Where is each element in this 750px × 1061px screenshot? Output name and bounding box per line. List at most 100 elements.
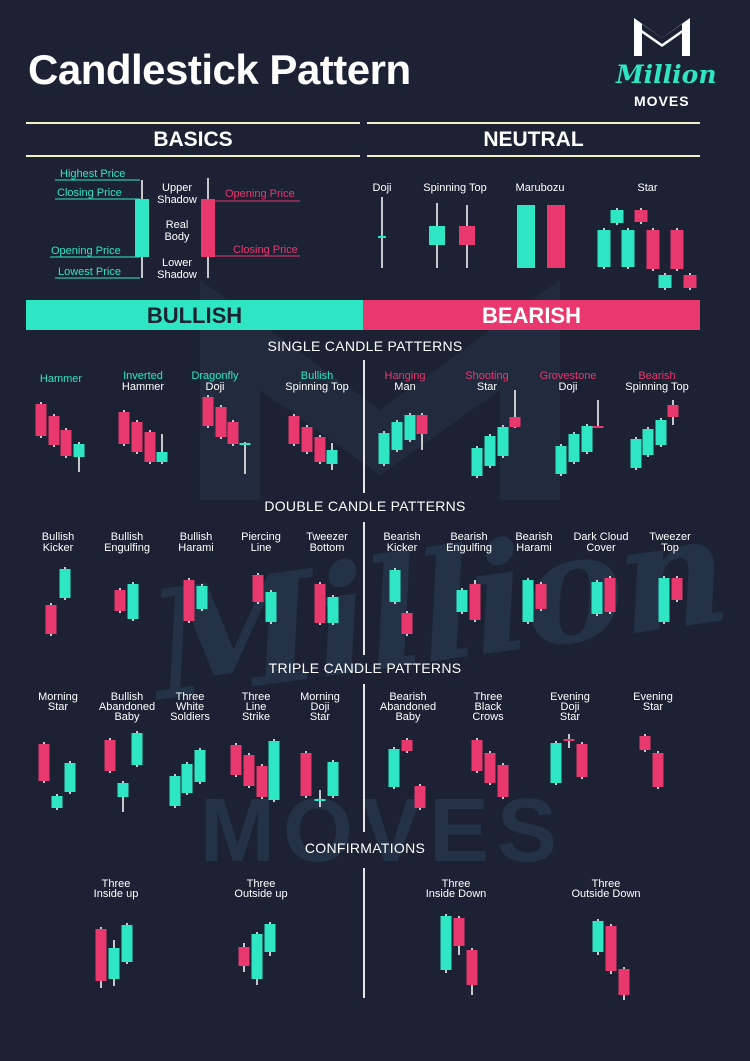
double-bull-label-5b: Bottom [309,542,345,554]
triple-bull-label-4c: Strike [241,711,271,723]
neutral-top-rule [367,122,700,124]
single-bear-label-1b: Man [394,381,416,393]
candle-body-69 [535,584,547,609]
candle-body-68 [522,580,534,622]
candle-body-71 [604,578,616,612]
candle-body-45 [509,417,521,427]
neutral-label-spinning-top: Spinning Top [423,182,487,194]
triple-heading: TRIPLE CANDLE PATTERNS [268,660,462,676]
candle-body-39 [391,422,403,450]
double-bear-label-1b: Kicker [386,542,418,554]
confirm-label-2b: Outside up [234,888,288,900]
candle-body-93 [471,740,483,771]
triple-bull-label-4a: Three [241,691,271,703]
confirm-label-3b: Inside Down [425,888,487,900]
double-bear-label-5b: Top [661,542,679,554]
single-bull-label-4b: Spinning Top [285,381,349,393]
double-bull-label-4a: Piercing [241,531,281,543]
double-heading: DOUBLE CANDLE PATTERNS [264,498,466,514]
candle-body-86 [268,741,280,800]
candle-body-105 [251,934,263,979]
candle-body-59 [196,586,208,609]
label-lower-shadow: Lower Shadow [157,257,197,281]
candle-body-84 [243,755,255,786]
candle-body-77 [104,740,116,771]
candle-body-81 [181,764,193,793]
confirm-label-2a: Three [246,878,276,890]
candle-body-52 [655,420,667,445]
candle-body-96 [550,743,562,783]
m-logo-icon [634,18,690,56]
candle-body-89 [327,762,339,796]
candle-body-34 [288,416,300,444]
center-divider-single [363,360,365,493]
single-bear-label-4a: Bearish [638,370,676,382]
candle-body-91 [401,740,413,751]
triple-bear-label-3a: Evening [550,691,590,703]
candle-body-64 [389,570,401,602]
triple-bull-label-2a: Bullish [110,691,144,703]
double-bull-label-3b: Harami [178,542,214,554]
candle-body-66 [456,590,468,612]
candle-body-19 [658,275,672,288]
double-bear-label-2b: Engulfing [446,542,492,554]
candle-body-25 [73,444,85,457]
candle-body-31 [215,407,227,437]
double-bull-label-1a: Bullish [41,531,75,543]
candle-body-74 [38,744,50,781]
candle-body-112 [618,969,630,995]
triple-bull-label-3a: Three [175,691,205,703]
double-bull-label-1b: Kicker [42,542,74,554]
double-bear-label-1a: Bearish [383,531,421,543]
candle-body-23 [48,416,60,445]
candle-body-111 [605,926,617,971]
candle-body-106 [264,924,276,952]
candle-body-46 [555,446,567,474]
candle-body-87 [300,753,312,796]
single-bull-label-2a: Inverted [123,370,163,382]
triple-bear-label-2a: Three [473,691,503,703]
bullish-banner: BULLISH [26,300,363,330]
brand-script: Million [616,60,717,89]
candle-body-12 [517,205,535,268]
candle-body-41 [416,415,428,434]
label-highest-price: Highest Price [60,168,126,180]
candle-body-103 [121,925,133,962]
candle-body-97 [563,739,575,741]
confirm-heading: CONFIRMATIONS [304,840,426,856]
basics-heading: BASICS [153,128,233,151]
single-bull-label-3a: Dragonfly [191,370,239,382]
double-bull-label-2b: Engulfing [104,542,150,554]
triple-bear-label-4b: Star [642,701,664,713]
candle-body-29 [156,452,168,462]
candle-body-79 [131,733,143,765]
candle-body-44 [497,427,509,456]
triple-bear-label-1c: Baby [395,711,421,723]
candle-body-107 [440,916,452,970]
brand-word: MOVES [634,93,690,109]
single-bull-label-2b: Hammer [121,381,165,393]
single-bull-label-4a: Bullish [300,370,334,382]
candle-body-51 [642,429,654,455]
triple-bull-label-1a: Morning [38,691,78,703]
candle-body-22 [35,404,47,436]
candle-body-92 [414,786,426,808]
candle-body-13 [547,205,565,268]
basics-bottom-rule [26,155,360,157]
candle-body-88 [314,799,326,801]
confirm-label-1a: Three [101,878,131,890]
basics-top-rule [26,122,360,124]
triple-bull-label-3b: White [175,701,205,713]
single-bear-label-4b: Spinning Top [625,381,689,393]
neutral-label-doji: Doji [372,182,392,194]
label-real-body: Real Body [164,219,190,243]
candle-body-9 [378,236,386,238]
candle-body-67 [469,584,481,620]
triple-bear-label-1a: Bearish [389,691,427,703]
double-bear-label-3b: Harami [516,542,552,554]
candle-body-21 [683,275,697,288]
candle-body-99 [639,736,651,750]
candle-body-47 [568,434,580,462]
triple-bull-label-3c: Soldiers [170,711,210,723]
watermark-word: MOVES [200,781,566,881]
